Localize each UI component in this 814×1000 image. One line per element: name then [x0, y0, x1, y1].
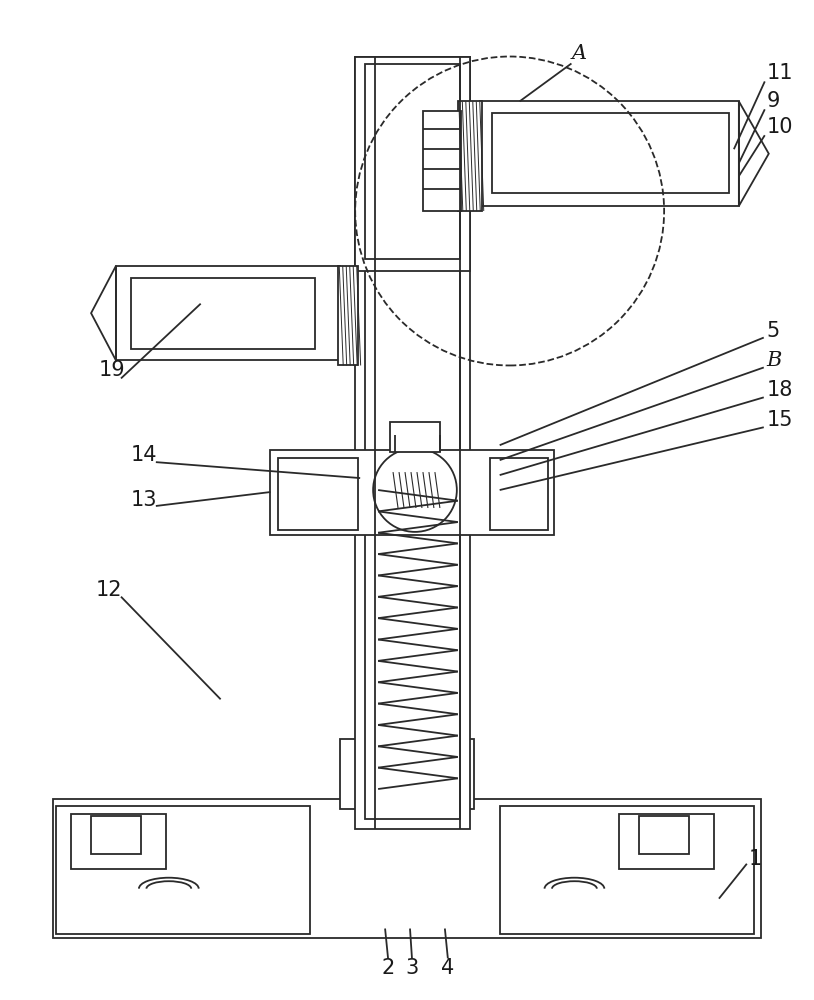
Text: 19: 19	[99, 360, 125, 380]
Text: 12: 12	[96, 580, 123, 600]
Text: 9: 9	[767, 91, 780, 111]
Text: 14: 14	[131, 445, 157, 465]
Bar	[340, 739, 474, 809]
Bar	[71, 814, 166, 869]
Text: 5: 5	[767, 321, 780, 341]
Text: 4: 4	[441, 958, 454, 978]
Text: 2: 2	[382, 958, 395, 978]
Bar	[355, 57, 470, 829]
Text: 1: 1	[749, 849, 762, 869]
Bar	[479, 101, 739, 206]
Bar	[339, 266, 358, 365]
Bar	[390, 422, 440, 452]
Bar	[278, 458, 358, 530]
Bar	[490, 458, 548, 530]
Bar	[365, 66, 460, 819]
Bar	[53, 799, 761, 938]
Text: 18: 18	[767, 380, 793, 400]
Bar	[365, 64, 460, 259]
Bar	[639, 816, 689, 854]
Text: 13: 13	[131, 490, 157, 510]
Text: 15: 15	[767, 410, 794, 430]
Text: 10: 10	[767, 117, 794, 137]
Bar	[270, 450, 554, 535]
Text: A: A	[572, 44, 587, 63]
Text: B: B	[767, 351, 782, 370]
Bar	[619, 814, 714, 869]
Bar	[492, 113, 729, 193]
Bar	[457, 101, 482, 211]
Text: 3: 3	[405, 958, 418, 978]
Bar	[131, 278, 315, 349]
Circle shape	[373, 448, 457, 532]
Bar	[355, 57, 470, 271]
Bar	[56, 806, 310, 934]
Bar	[91, 816, 141, 854]
Text: 11: 11	[767, 63, 794, 83]
Bar	[116, 266, 340, 360]
Bar	[500, 806, 754, 934]
Bar	[423, 111, 461, 211]
